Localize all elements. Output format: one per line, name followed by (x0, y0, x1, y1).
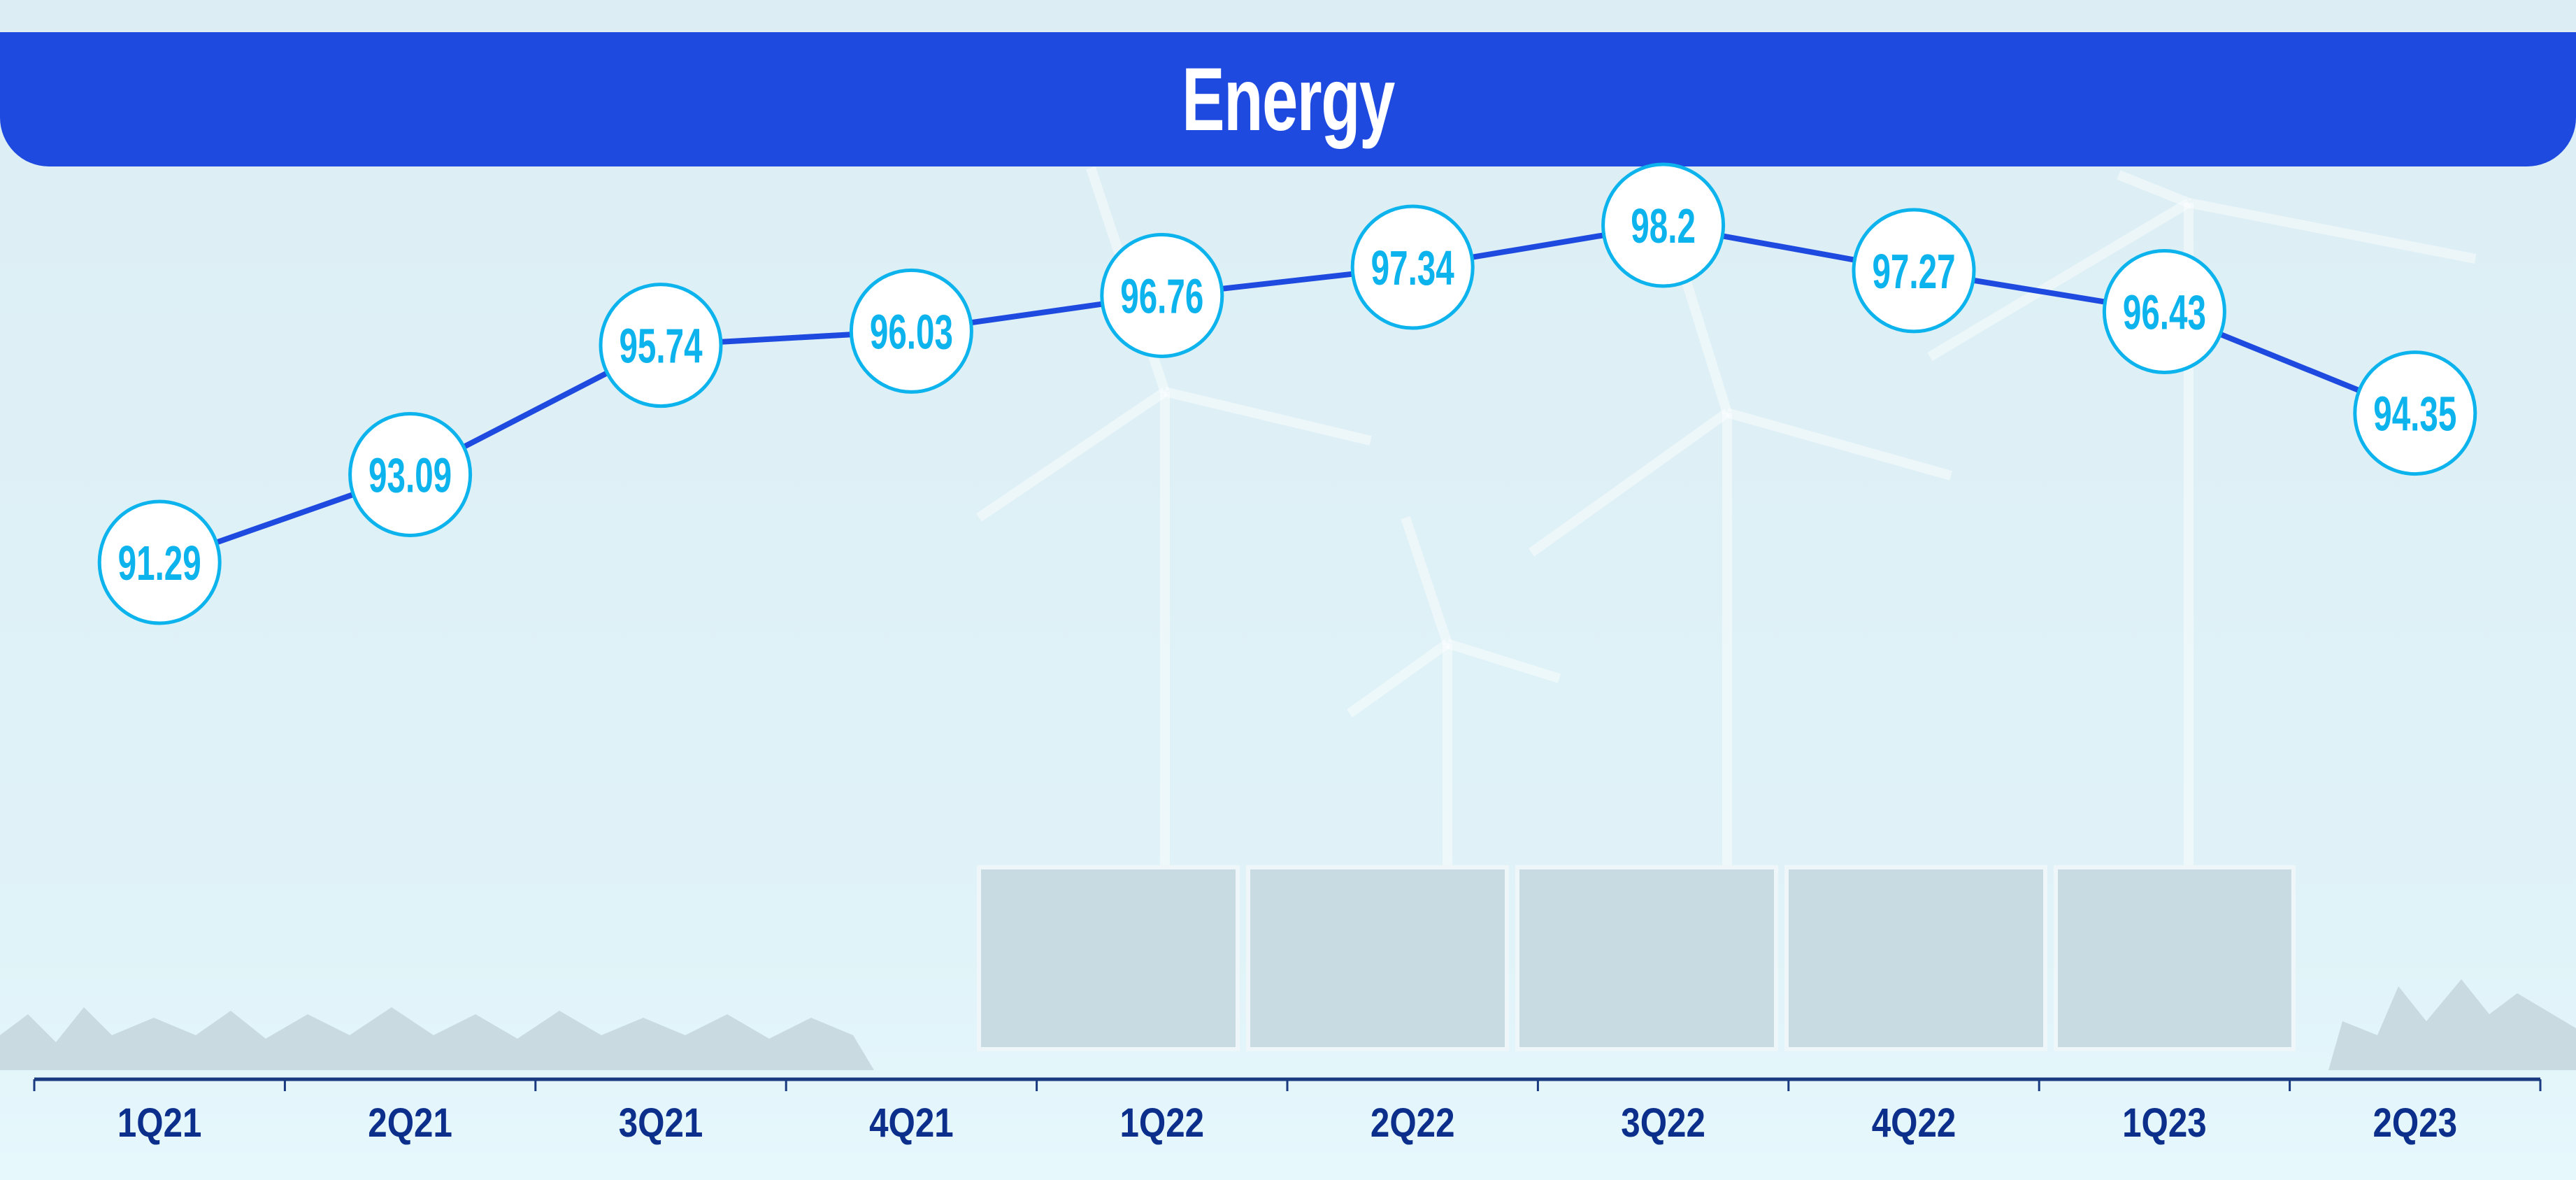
data-point-marker (1350, 204, 1475, 330)
bush-silhouette (2328, 979, 2576, 1070)
data-label: 96.03 (870, 304, 953, 359)
grass-silhouette (0, 1007, 874, 1070)
chart-header: Energy (0, 32, 2576, 166)
data-point-marker (97, 499, 222, 625)
x-tick-label: 1Q23 (2122, 1100, 2207, 1146)
data-label: 96.76 (1120, 269, 1203, 323)
data-label: 95.74 (619, 318, 702, 373)
solar-panel-icons (977, 865, 2296, 1051)
data-point-marker (1601, 162, 1726, 288)
x-tick-label: 3Q22 (1621, 1100, 1705, 1146)
data-label: 96.43 (2123, 285, 2206, 339)
x-tick-label: 4Q22 (1872, 1100, 1956, 1146)
x-tick-label: 2Q21 (368, 1100, 452, 1146)
data-point-marker (1852, 208, 1976, 334)
data-label: 93.09 (368, 448, 452, 502)
data-label: 97.34 (1371, 241, 1454, 295)
data-point-marker (1100, 232, 1224, 358)
data-label: 94.35 (2373, 386, 2456, 441)
data-point-marker (849, 268, 973, 394)
data-point-marker (599, 283, 723, 408)
data-point-marker (2353, 350, 2477, 476)
data-label: 91.29 (118, 536, 201, 590)
x-tick-label: 3Q21 (619, 1100, 703, 1146)
data-label: 97.27 (1872, 244, 1955, 299)
data-point-marker (2102, 248, 2226, 374)
data-point-marker (348, 411, 473, 537)
x-tick-label: 1Q21 (117, 1100, 202, 1146)
chart-title: Energy (1182, 49, 1395, 150)
x-tick-label: 1Q22 (1120, 1100, 1205, 1146)
x-tick-label: 2Q23 (2373, 1100, 2458, 1146)
data-label: 98.2 (1631, 199, 1696, 253)
x-tick-label: 4Q21 (869, 1100, 954, 1146)
x-tick-label: 2Q22 (1371, 1100, 1455, 1146)
